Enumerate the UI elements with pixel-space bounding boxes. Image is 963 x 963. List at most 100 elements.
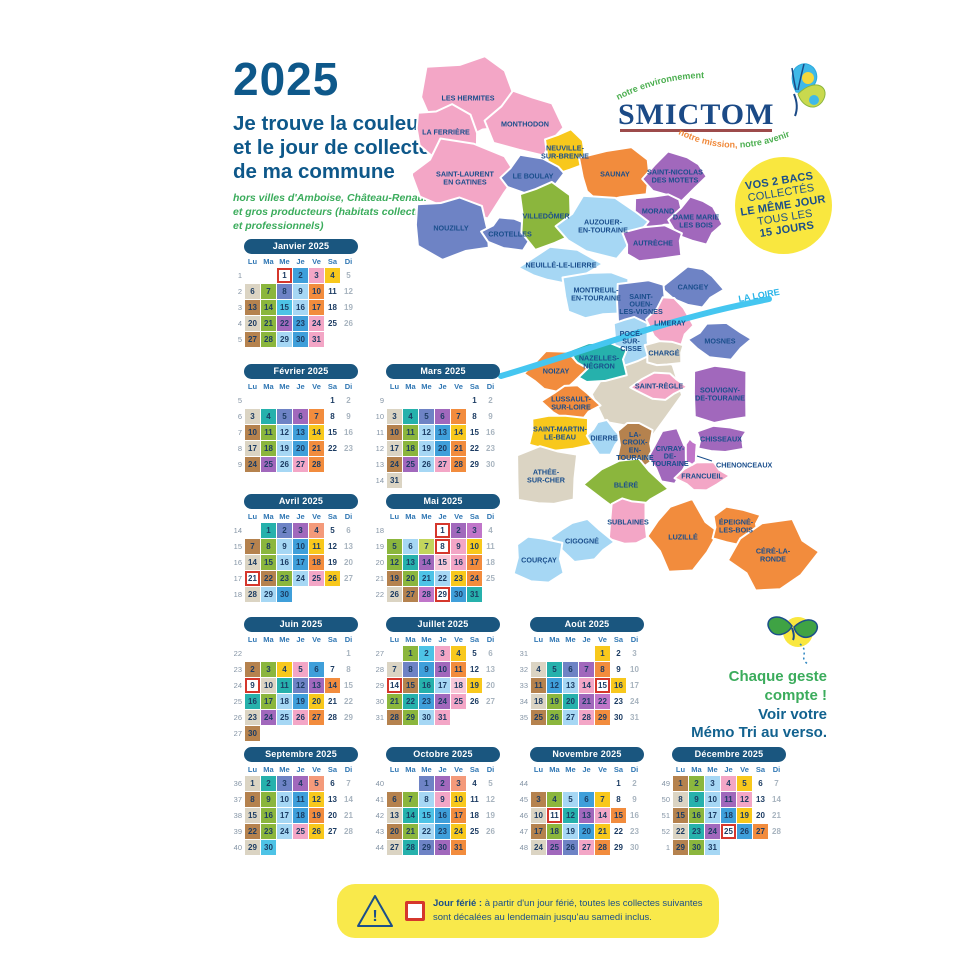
day-header: Ve [454,382,463,391]
day-cell: 15 [261,555,276,570]
day-cell: 20 [387,824,402,839]
day-cell [245,268,260,283]
day-cell: 28 [595,840,610,855]
day-cell: 1 [472,396,477,405]
day-cell: 28 [309,457,324,472]
day-cell [293,587,308,602]
day-header: Je [438,765,447,774]
day-cell: 25 [277,710,292,725]
day-cell [325,646,340,661]
day-cell: 9 [435,792,450,807]
week-number: 31 [519,649,528,658]
day-cell: 18 [328,303,337,312]
map-label-sublaines: SUBLAINES [607,518,649,527]
day-cell: 31 [630,713,639,722]
day-cell: 13 [245,300,260,315]
day-cell: 1 [403,646,418,661]
day-cell: 18 [721,808,736,823]
day-cell: 10 [705,792,720,807]
day-cell: 5 [472,649,477,658]
calendar-month-title: Janvier 2025 [244,239,358,254]
calendar-month: Janvier 2025 Lu Ma Me Je Ve Sa Di 1 1 2 3 4 5 2 6 7 8 9 10 1… [233,239,365,347]
day-cell: 30 [630,843,639,852]
holiday-day-cell: 9 [245,678,260,693]
map-label-blere: BLÉRÉ [614,481,639,490]
day-header: Me [279,512,290,521]
day-header: Ma [691,765,702,774]
spacer [233,634,244,645]
day-cell: 20 [435,441,450,456]
calendar-grid: Lu Ma Me Je Ve Sa Di 36 1 2 3 4 5 6 7 37 8 9 10 11 12 13 14 38 1… [233,764,365,855]
day-cell [261,726,276,741]
map-label-saint-nicolas-des-motets: SAINT-NICOLAS DES MOTETS [647,168,703,185]
day-cell [403,393,418,408]
map-label-chenonceaux: CHENONCEAUX [716,461,773,470]
calendar-month: Février 2025 Lu Ma Me Je Ve Sa Di 5 1 2 6 3 4 5 6 7 8 9 7 10… [233,364,365,472]
holiday-day-cell: 11 [547,808,562,823]
day-cell: 27 [403,587,418,602]
calendar-month: Juillet 2025 Lu Ma Me Je Ve Sa Di 27 1 2 3 4 5 6 28 7 8 9 1… [375,617,507,725]
day-cell: 11 [261,425,276,440]
spacer [375,764,386,775]
day-cell: 1 [261,523,276,538]
day-cell: 31 [309,332,324,347]
day-cell: 28 [328,713,337,722]
week-number: 17 [233,574,242,583]
day-cell: 16 [611,678,626,693]
day-cell [483,710,498,725]
day-cell [483,840,498,855]
week-number: 49 [661,779,670,788]
day-cell [261,268,276,283]
day-header: Je [296,382,305,391]
day-header: Lu [247,765,258,774]
day-cell: 16 [277,555,292,570]
map-label-chisseaux: CHISSEAUX [700,435,742,444]
map-label-cigogne: CIGOGNÉ [565,537,599,546]
map-region-villedomer [518,180,575,251]
day-cell: 2 [293,268,308,283]
day-cell: 24 [467,571,482,586]
map-label-mosnes: MOSNES [704,337,735,346]
day-cell: 26 [277,457,292,472]
day-header: Lu [389,635,400,644]
day-cell: 29 [277,332,292,347]
week-number: 11 [376,428,384,437]
day-cell: 15 [611,808,626,823]
day-cell: 28 [403,840,418,855]
logo-wordmark: SMICTOM [618,98,774,131]
day-cell [451,710,466,725]
day-cell: 15 [673,808,688,823]
day-cell: 2 [435,776,450,791]
day-cell [547,776,562,791]
day-header: Di [344,512,353,521]
day-cell: 13 [403,555,418,570]
week-number: 38 [233,811,242,820]
day-cell: 11 [721,792,736,807]
day-cell: 22 [470,444,479,453]
day-cell: 12 [344,287,353,296]
day-cell: 29 [614,843,623,852]
day-cell [277,393,292,408]
week-number: 33 [519,681,528,690]
day-cell: 17 [261,694,276,709]
day-cell: 16 [689,808,704,823]
day-cell: 28 [245,587,260,602]
day-cell: 23 [451,571,466,586]
day-cell: 18 [293,808,308,823]
day-cell: 7 [579,662,594,677]
day-header: Je [296,765,305,774]
week-number: 5 [237,396,242,405]
day-cell [341,726,356,741]
day-cell: 23 [293,316,308,331]
day-cell: 6 [488,649,493,658]
day-cell: 15 [328,428,337,437]
day-header: Di [486,765,495,774]
day-cell: 13 [486,665,495,674]
day-header: Je [438,635,447,644]
day-cell: 29 [245,840,260,855]
day-cell: 21 [419,571,434,586]
day-cell: 30 [435,840,450,855]
day-cell: 11 [451,662,466,677]
day-cell [467,840,482,855]
two-bins-badge: VOS 2 BACS COLLECTÉS LE MÊME JOUR TOUS L… [735,157,832,254]
